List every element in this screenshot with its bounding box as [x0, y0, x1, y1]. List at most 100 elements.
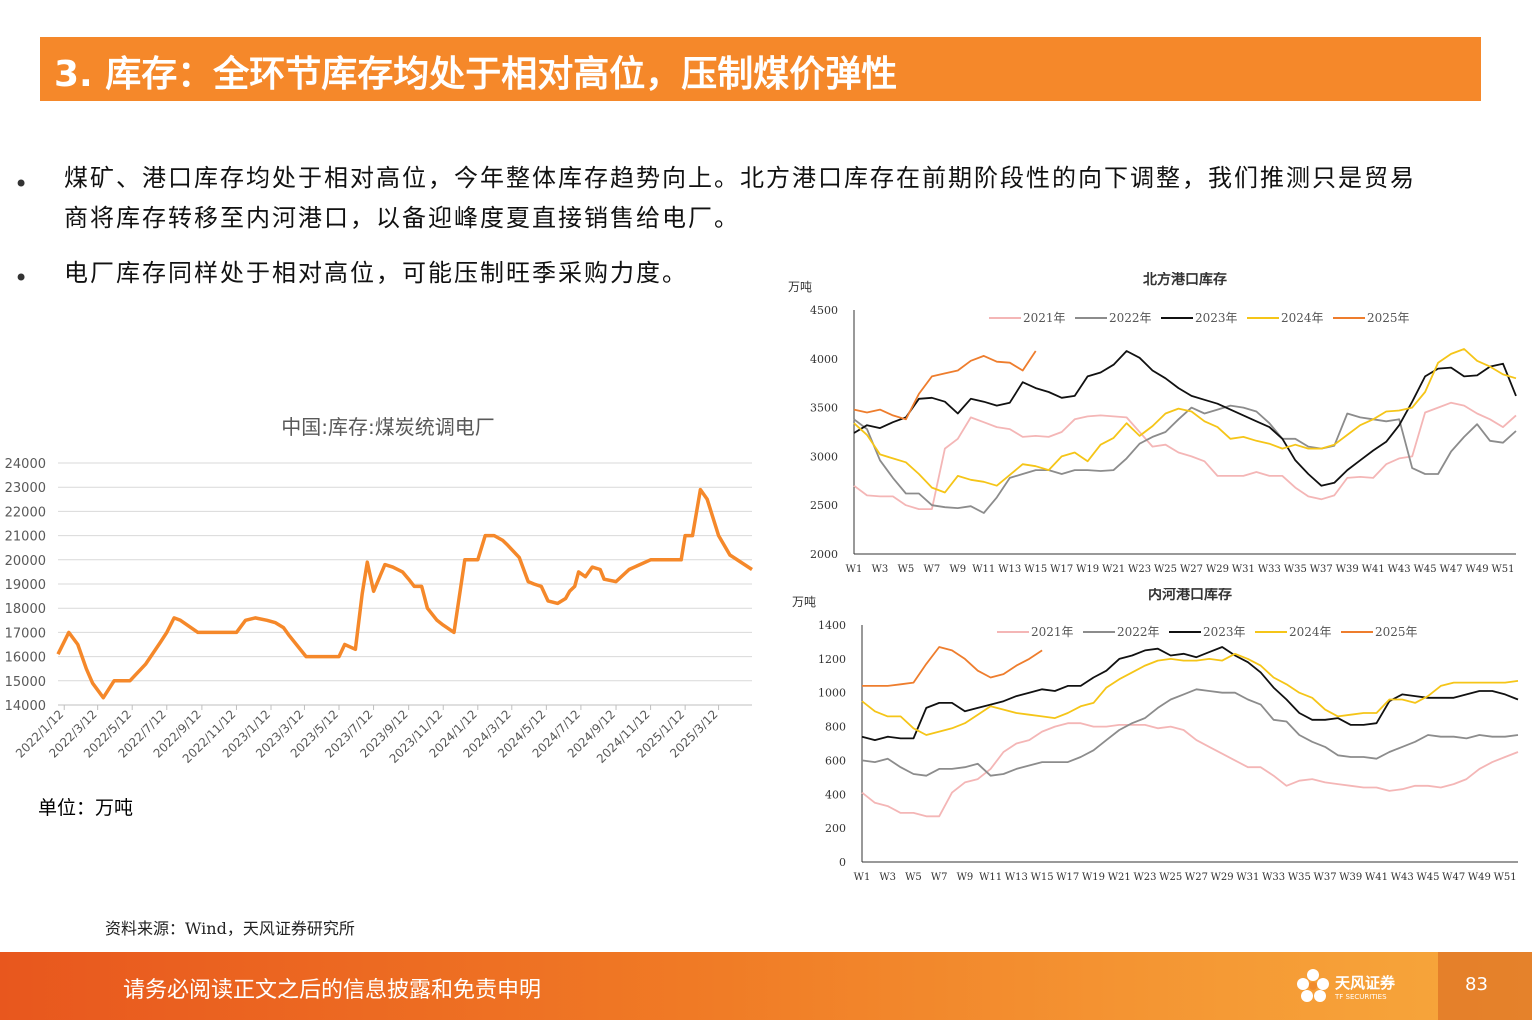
y-tick-label: 3500 [810, 402, 838, 415]
bullet-dot: • [14, 170, 29, 198]
chart-title: 内河港口库存 [1148, 588, 1232, 603]
series-line-2024年 [853, 348, 1517, 494]
chart-river-port-inventory: 内河港口库存 万吨 0 200 400 600 800 1000 1200 1400 W1 W3 W5 W… [792, 588, 1519, 883]
y-tick-label: 23000 [5, 481, 46, 496]
series-line-2021年 [861, 722, 1519, 818]
x-tick-label: W17 [1056, 872, 1079, 883]
y-tick-label: 2000 [810, 548, 838, 561]
y-unit-label: 万吨 [788, 280, 812, 294]
legend-label: 2023年 [1203, 625, 1246, 639]
y-tick-label: 4500 [810, 304, 838, 317]
x-tick-label: W11 [979, 872, 1002, 883]
series-line-2021年 [853, 401, 1517, 511]
series-line-2024年 [861, 652, 1519, 736]
y-tick-label: 17000 [5, 626, 46, 641]
x-tick-label: W9 [950, 564, 967, 575]
bullet-dot: • [14, 264, 29, 292]
x-tick-label: W3 [879, 872, 896, 883]
series-line-2025年 [862, 646, 1043, 687]
source-note: 资料来源：Wind，天风证券研究所 [105, 919, 355, 938]
y-tick-label: 14000 [5, 699, 46, 714]
footer-disclaimer: 请务必阅读正文之后的信息披露和免责申明 [123, 978, 542, 1003]
x-tick-label: W41 [1362, 564, 1385, 575]
x-tick-label: W5 [898, 564, 915, 575]
legend-label: 2024年 [1289, 625, 1332, 639]
x-tick-label: W37 [1314, 872, 1337, 883]
y-tick-label: 19000 [5, 578, 46, 593]
x-tick-label: W51 [1494, 872, 1517, 883]
x-tick-label: W13 [998, 564, 1021, 575]
x-tick-label: W47 [1442, 872, 1465, 883]
x-tick-label: W43 [1391, 872, 1414, 883]
bullet-text-2: 电厂库存同样处于相对高位，可能压制旺季采购力度。 [64, 259, 688, 287]
x-tick-label: W49 [1466, 564, 1489, 575]
x-tick-label: W45 [1416, 872, 1439, 883]
x-tick-label: W23 [1133, 872, 1156, 883]
y-tick-label: 22000 [5, 505, 46, 520]
x-tick-label: W9 [957, 872, 974, 883]
x-tick-label: W3 [872, 564, 889, 575]
x-tick-label: W7 [931, 872, 948, 883]
series-line-2023年 [853, 350, 1517, 487]
logo-subtitle: TF SECURITIES [1335, 993, 1387, 1001]
unit-note: 单位：万吨 [38, 797, 134, 819]
x-tick-label: W31 [1236, 872, 1259, 883]
legend-label: 2021年 [1023, 311, 1066, 325]
legend-label: 2021年 [1031, 625, 1074, 639]
legend-label: 2025年 [1367, 311, 1410, 325]
series-line-power-plant [56, 487, 753, 700]
x-tick-label: W21 [1102, 564, 1125, 575]
y-tick-label: 16000 [5, 651, 46, 666]
x-tick-label: W35 [1284, 564, 1307, 575]
legend-label: 2022年 [1117, 625, 1160, 639]
y-tick-label: 3000 [810, 450, 838, 463]
chart-title: 北方港口库存 [1143, 272, 1227, 288]
x-tick-label: W39 [1339, 872, 1362, 883]
x-tick-label: W31 [1232, 564, 1255, 575]
y-tick-label: 400 [825, 788, 846, 801]
x-tick-label: W13 [1005, 872, 1028, 883]
x-tick-label: W19 [1082, 872, 1105, 883]
x-tick-label: W27 [1185, 872, 1208, 883]
x-tick-label: W45 [1414, 564, 1437, 575]
y-tick-label: 4000 [810, 353, 838, 366]
y-tick-label: 800 [825, 721, 846, 734]
footer-band [0, 952, 1532, 1020]
x-tick-label: W47 [1440, 564, 1463, 575]
footer: 请务必阅读正文之后的信息披露和免责申明 天风证券 TF SECURITIES 8… [0, 952, 1532, 1020]
x-tick-label: W33 [1262, 872, 1285, 883]
x-tick-label: W11 [972, 564, 995, 575]
x-tick-label: W15 [1024, 564, 1047, 575]
x-tick-label: W29 [1206, 564, 1229, 575]
x-tick-label: W33 [1258, 564, 1281, 575]
x-tick-label: W43 [1388, 564, 1411, 575]
y-tick-label: 15000 [5, 675, 46, 690]
title-bar: 3. 库存：全环节库存均处于相对高位，压制煤价弹性 [40, 37, 1481, 101]
legend-label: 2024年 [1281, 311, 1324, 325]
y-tick-label: 1200 [818, 653, 846, 666]
y-tick-label: 20000 [5, 554, 46, 569]
x-tick-label: W25 [1154, 564, 1177, 575]
x-tick-label: W23 [1128, 564, 1151, 575]
y-unit-label: 万吨 [792, 595, 816, 609]
x-tick-label: W41 [1365, 872, 1388, 883]
y-tick-label: 24000 [5, 457, 46, 472]
chart-title: 中国:库存:煤炭统调电厂 [281, 415, 494, 439]
series-line-2022年 [853, 404, 1517, 514]
page-title: 3. 库存：全环节库存均处于相对高位，压制煤价弹性 [54, 54, 898, 95]
flower-logo-icon [1297, 969, 1329, 1002]
series-line-2023年 [861, 646, 1519, 742]
x-tick-label: W25 [1159, 872, 1182, 883]
x-tick-label: W1 [854, 872, 871, 883]
x-tick-label: W7 [924, 564, 941, 575]
x-tick-label: W29 [1211, 872, 1234, 883]
x-tick-label: W39 [1336, 564, 1359, 575]
y-tick-label: 600 [825, 754, 846, 767]
y-tick-label: 2500 [810, 499, 838, 512]
x-tick-label: W21 [1108, 872, 1131, 883]
chart-power-plant-inventory: 中国:库存:煤炭统调电厂 14000 15000 16000 17000 18000 190… [5, 415, 753, 766]
legend-label: 2022年 [1109, 311, 1152, 325]
x-tick-label: W37 [1310, 564, 1333, 575]
x-tick-label: W17 [1050, 564, 1073, 575]
